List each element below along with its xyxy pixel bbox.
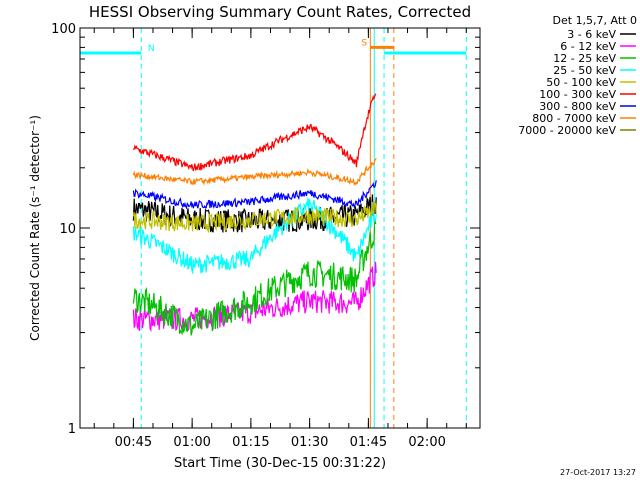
x-tick-label: 02:00	[408, 435, 445, 450]
legend-label-1: 3 - 6 keV	[567, 28, 616, 41]
x-tick-label: 01:15	[232, 435, 269, 450]
y-tick-label: 10	[59, 222, 76, 237]
series-group	[132, 93, 377, 336]
legend-label-6: 100 - 300 keV	[539, 88, 616, 101]
series-line-4	[132, 197, 377, 274]
axes: 1 10 100 00:45 01:00 01:15 01:30 01:45 02:00	[51, 22, 481, 450]
x-tick-label: 01:00	[173, 435, 210, 450]
mode-label-n: N	[148, 44, 155, 54]
x-tick-label: 00:45	[115, 435, 152, 450]
chart-title: HESSI Observing Summary Count Rates, Cor…	[89, 3, 471, 21]
x-axis-label: Start Time (30-Dec-15 00:31:22)	[174, 456, 386, 471]
legend-label-4: 25 - 50 keV	[553, 64, 616, 77]
legend-label-2: 6 - 12 keV	[560, 40, 616, 53]
x-tick-label: 01:45	[350, 435, 387, 450]
legend-label-5: 50 - 100 keV	[546, 76, 616, 89]
series-line-8	[132, 157, 377, 186]
series-line-3	[132, 219, 377, 336]
legend-label-8: 800 - 7000 keV	[532, 112, 616, 125]
y-tick-label: 100	[51, 22, 76, 37]
series-line-5	[132, 201, 377, 234]
legend-label-7: 300 - 800 keV	[539, 100, 616, 113]
timestamp-label: 27-Oct-2017 13:27	[560, 468, 636, 477]
legend-label-3: 12 - 25 keV	[553, 52, 616, 65]
series-line-7	[132, 180, 377, 210]
series-line-6	[132, 93, 377, 172]
mode-label-s: S	[361, 38, 367, 48]
x-tick-label: 01:30	[291, 435, 328, 450]
legend-label-9: 7000 - 20000 keV	[518, 124, 616, 137]
y-tick-label: 1	[68, 422, 76, 437]
mode-overlays: NS	[80, 28, 467, 428]
y-axis-label: Corrected Count Rate (s⁻¹ detector⁻¹)	[28, 115, 42, 341]
legend-title: Det 1,5,7, Att 0	[553, 14, 637, 27]
